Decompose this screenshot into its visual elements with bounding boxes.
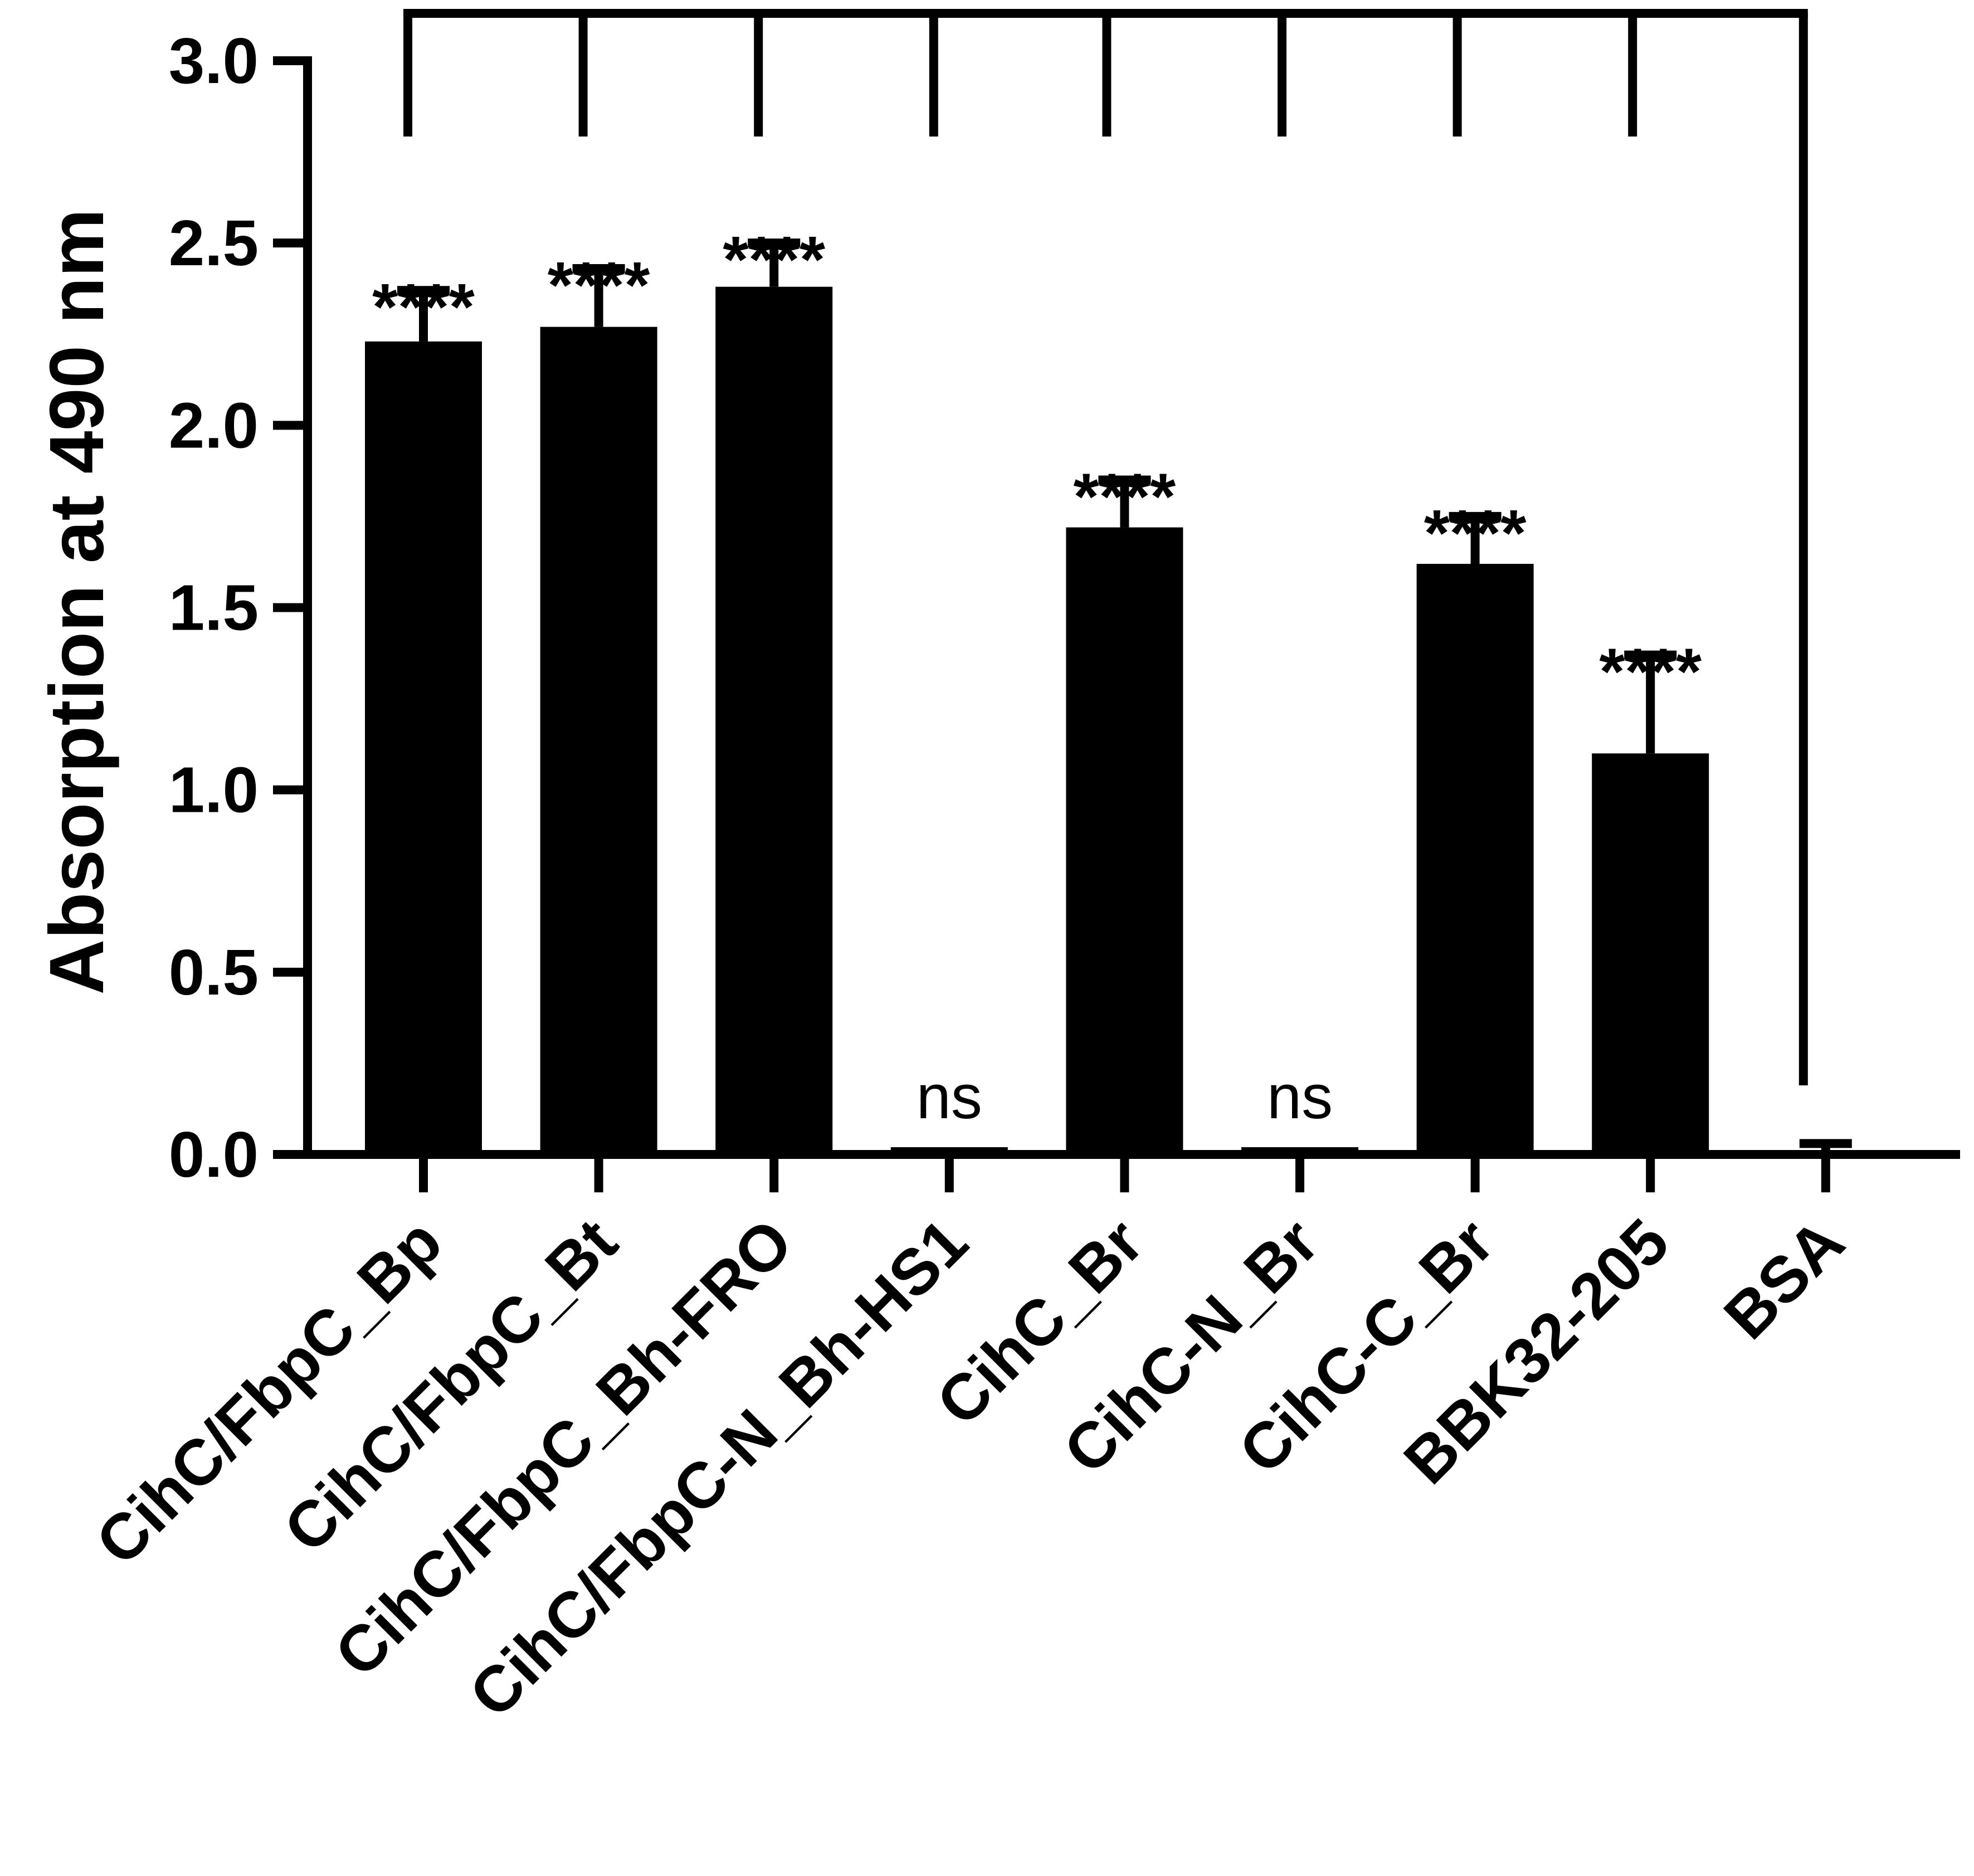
bar	[1066, 527, 1183, 1155]
significance-bracket	[403, 9, 1808, 1085]
y-tick-label: 0.0	[169, 1118, 259, 1191]
y-tick-label: 1.0	[169, 754, 259, 826]
x-ticks	[419, 1154, 1830, 1192]
bar	[365, 341, 482, 1154]
x-tick-label: BSA	[1710, 1205, 1858, 1353]
significance-label: ****	[723, 223, 825, 296]
y-tick-label: 0.5	[169, 936, 259, 1008]
significance-label: ****	[548, 248, 650, 322]
y-axis-title: Absorption at 490 nm	[34, 209, 120, 995]
significance-label: ns	[1267, 1062, 1333, 1132]
bar	[1592, 753, 1709, 1154]
bar	[540, 327, 657, 1154]
error-bars	[397, 238, 1852, 1151]
y-tick-label: 2.5	[169, 207, 259, 279]
y-tick-label: 1.5	[169, 572, 259, 644]
significance-label: ****	[372, 270, 475, 344]
bar	[1416, 563, 1534, 1154]
x-tick-labels: CihC/FbpC_BpCihC/FbpC_BtCihC/FbpC_Bh-FRO…	[82, 1205, 1858, 1731]
bars	[365, 286, 1884, 1155]
significance-label: ****	[1424, 496, 1527, 570]
significance-label: ****	[1599, 635, 1702, 709]
significance-labels: **** **** **** ns **** ns **** ****	[372, 223, 1702, 1132]
y-ticks: 0.0 0.5 1.0 1.5 2.0 2.5 3.0	[169, 25, 308, 1191]
y-tick-label: 3.0	[169, 25, 259, 97]
significance-label: ns	[917, 1062, 982, 1132]
significance-label: ****	[1074, 460, 1176, 533]
bar	[715, 286, 833, 1154]
y-tick-label: 2.0	[169, 389, 259, 461]
